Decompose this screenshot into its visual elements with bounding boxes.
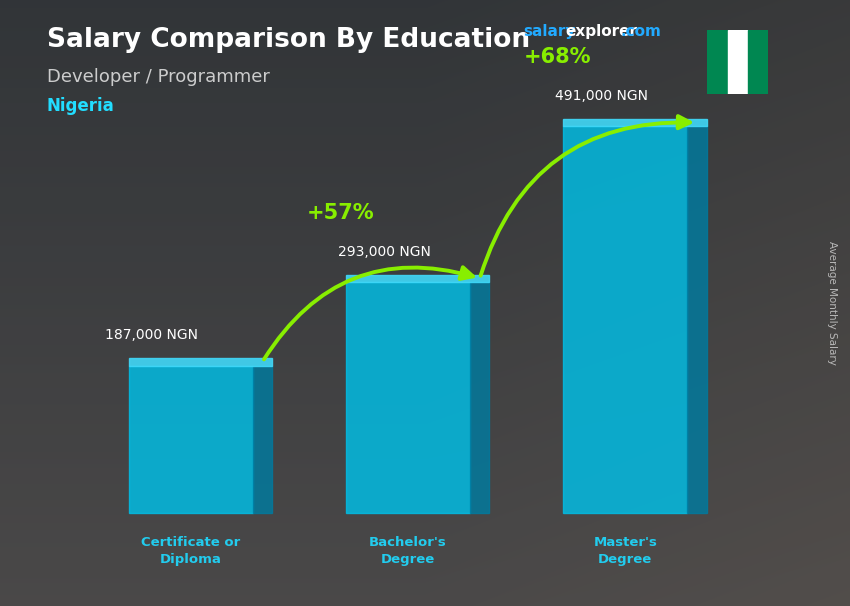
- Text: Developer / Programmer: Developer / Programmer: [47, 68, 269, 86]
- Bar: [346, 275, 490, 282]
- Bar: [252, 365, 272, 513]
- Bar: [128, 365, 252, 513]
- Text: 293,000 NGN: 293,000 NGN: [338, 245, 431, 259]
- Text: 187,000 NGN: 187,000 NGN: [105, 328, 198, 342]
- Bar: [748, 30, 768, 94]
- Text: Average Monthly Salary: Average Monthly Salary: [827, 241, 837, 365]
- Bar: [564, 119, 707, 127]
- Text: Salary Comparison By Education: Salary Comparison By Education: [47, 27, 530, 53]
- Bar: [688, 127, 707, 513]
- Text: +68%: +68%: [524, 47, 591, 67]
- Text: 491,000 NGN: 491,000 NGN: [555, 89, 649, 103]
- Text: explorer: explorer: [565, 24, 638, 39]
- Text: Certificate or
Diploma: Certificate or Diploma: [141, 536, 241, 566]
- Bar: [707, 30, 728, 94]
- Bar: [728, 30, 748, 94]
- Text: Nigeria: Nigeria: [47, 97, 115, 115]
- Bar: [470, 282, 490, 513]
- Bar: [564, 127, 688, 513]
- Text: +57%: +57%: [306, 202, 374, 222]
- Bar: [128, 358, 272, 365]
- Text: Bachelor's
Degree: Bachelor's Degree: [369, 536, 447, 566]
- Text: .com: .com: [620, 24, 661, 39]
- Text: salary: salary: [523, 24, 575, 39]
- Text: Master's
Degree: Master's Degree: [593, 536, 657, 566]
- Bar: [346, 282, 470, 513]
